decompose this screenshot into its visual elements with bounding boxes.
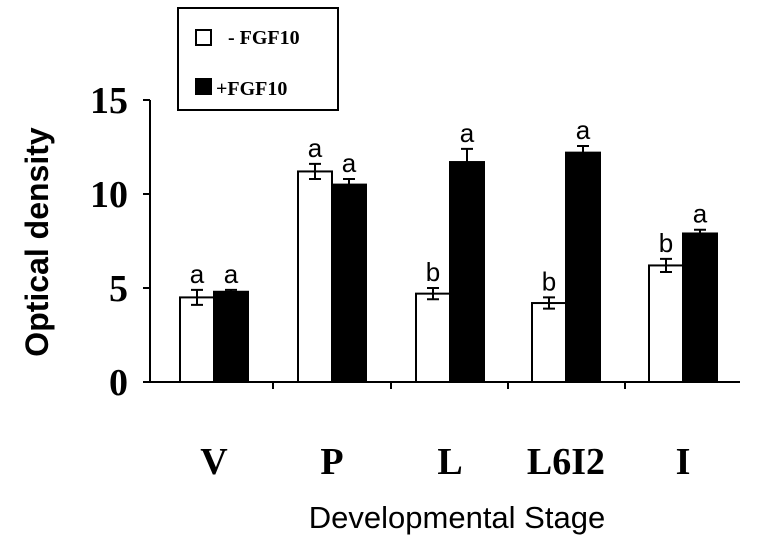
bar-minus-fgf10-v [179,296,215,383]
bar-plus-fgf10-i [682,232,718,383]
bar-plus-fgf10-v [213,290,249,384]
significance-letter-plus-fgf10-i: a [693,199,708,229]
y-tick-label: 15 [90,80,128,122]
error-bar-plus-fgf10-p [343,177,355,192]
x-axis-label: Developmental Stage [309,500,605,535]
bar-minus-fgf10-i [648,264,684,383]
significance-letter-minus-fgf10-i: b [659,228,673,258]
error-bar-minus-fgf10-l6i2 [543,296,555,310]
legend-swatch-minus-fgf10 [195,29,212,46]
x-tick-label: L6I2 [527,441,605,483]
legend-label-plus-fgf10: +FGF10 [216,78,287,100]
significance-letter-plus-fgf10-l: a [460,118,475,148]
y-axis-label: Optical density [19,127,55,357]
bar-minus-fgf10-p [297,170,333,383]
error-bar-plus-fgf10-l [461,147,473,177]
error-bar-minus-fgf10-p [309,162,321,180]
significance-letter-minus-fgf10-l: b [426,257,440,287]
significance-letter-plus-fgf10-l6i2: a [576,115,591,145]
error-bar-plus-fgf10-v [225,288,237,295]
significance-letter-minus-fgf10-l6i2: b [542,266,556,296]
x-tick-label: L [437,441,462,483]
legend: - FGF10 +FGF10 [177,7,339,111]
bar-plus-fgf10-p [331,183,367,383]
bar-plus-fgf10-l6i2 [565,151,601,383]
error-bar-plus-fgf10-i [694,228,706,239]
bar-minus-fgf10-l6i2 [531,302,567,384]
y-tick-label: 10 [90,174,128,216]
x-tick-label: V [200,441,228,483]
y-tick-label: 5 [109,268,128,310]
legend-swatch-plus-fgf10 [195,78,212,95]
significance-letter-plus-fgf10-p: a [342,148,357,178]
significance-letter-minus-fgf10-p: a [308,133,323,163]
x-tick-label: P [320,441,343,483]
bar-plus-fgf10-l [449,161,485,383]
legend-label-minus-fgf10: - FGF10 [228,27,300,49]
x-tick-label: I [676,441,691,483]
significance-letter-minus-fgf10-v: a [190,259,205,289]
bar-minus-fgf10-l [415,292,451,384]
y-tick-label: 0 [109,362,128,404]
error-bar-minus-fgf10-i [660,257,672,274]
error-bar-minus-fgf10-l [427,287,439,301]
significance-letter-plus-fgf10-v: a [224,259,239,289]
error-bar-minus-fgf10-v [191,288,203,306]
error-bar-plus-fgf10-l6i2 [577,145,589,161]
